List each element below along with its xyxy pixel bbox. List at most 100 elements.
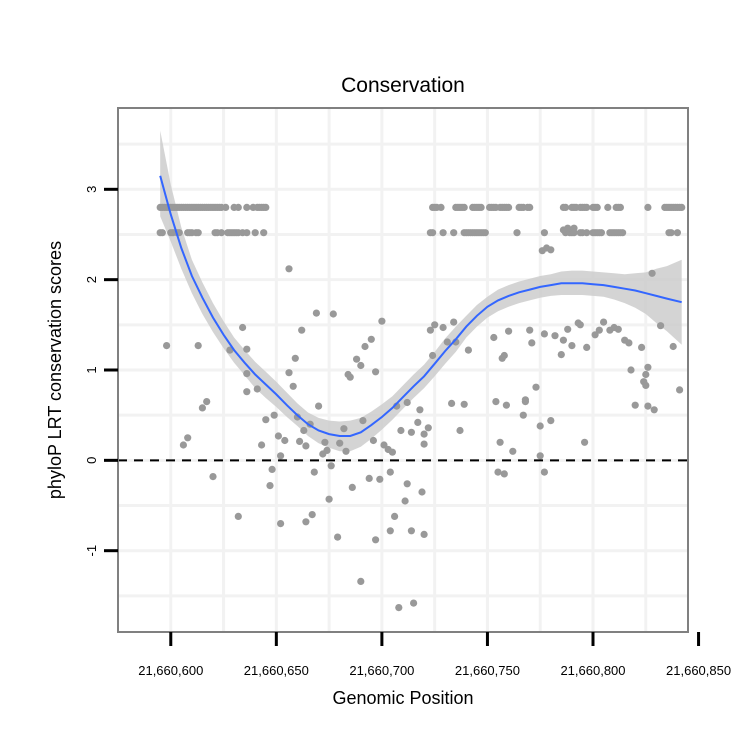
data-point xyxy=(334,533,342,541)
data-point xyxy=(460,400,468,408)
data-point xyxy=(644,402,652,410)
data-point xyxy=(367,335,375,343)
data-point xyxy=(315,402,323,410)
data-point xyxy=(591,331,599,339)
y-axis-title: phyloP LRT conservation scores xyxy=(45,241,65,499)
data-point xyxy=(158,229,166,237)
data-point xyxy=(293,413,301,421)
data-point xyxy=(429,351,437,360)
data-point xyxy=(443,338,451,346)
data-point xyxy=(528,339,536,347)
data-point xyxy=(401,497,409,505)
data-point xyxy=(296,437,304,445)
data-point xyxy=(576,321,584,329)
data-point xyxy=(179,441,187,449)
data-point xyxy=(323,446,331,454)
x-tick-label: 21,660,600 xyxy=(138,663,203,678)
data-point xyxy=(397,426,405,435)
data-point xyxy=(312,309,320,317)
data-point xyxy=(638,343,646,351)
data-point xyxy=(642,381,650,389)
data-point xyxy=(403,398,411,407)
data-point xyxy=(285,265,293,273)
data-point xyxy=(270,411,278,419)
data-point xyxy=(302,442,310,450)
data-point xyxy=(243,388,251,396)
data-point xyxy=(500,351,508,360)
x-tick-label: 21,660,750 xyxy=(455,663,520,678)
x-tick-label: 21,660,650 xyxy=(244,663,309,678)
data-point xyxy=(581,438,589,446)
data-point xyxy=(667,229,675,237)
data-point xyxy=(644,363,652,371)
data-point xyxy=(163,342,171,350)
data-point xyxy=(464,346,472,354)
data-point xyxy=(234,512,242,521)
data-point xyxy=(380,441,388,449)
y-tick-label: 3 xyxy=(84,186,99,193)
data-point xyxy=(262,203,270,211)
data-point xyxy=(243,203,251,211)
data-point xyxy=(274,432,282,440)
data-point xyxy=(420,430,428,438)
data-point xyxy=(519,411,527,419)
x-tick-label: 21,660,800 xyxy=(560,663,625,678)
data-point xyxy=(673,229,682,237)
data-point xyxy=(564,325,572,333)
data-point xyxy=(583,203,591,211)
data-point xyxy=(597,229,606,237)
data-point xyxy=(329,310,337,318)
smooth-curve-layer xyxy=(159,175,682,437)
data-point xyxy=(239,323,247,332)
chart-title: Conservation xyxy=(341,74,465,97)
data-point xyxy=(198,404,206,412)
data-point xyxy=(403,480,411,488)
data-point xyxy=(277,520,285,528)
data-point xyxy=(559,226,568,234)
data-point xyxy=(644,203,652,211)
data-point xyxy=(424,424,432,432)
data-point xyxy=(285,369,293,377)
data-point xyxy=(604,203,612,211)
data-point xyxy=(378,317,386,325)
data-point xyxy=(583,343,591,351)
data-point xyxy=(426,326,434,334)
y-axis: -1 0 1 2 3 xyxy=(84,186,118,557)
x-axis-title: Genomic Position xyxy=(332,688,473,708)
data-point xyxy=(625,339,633,347)
data-point xyxy=(595,326,603,334)
data-point xyxy=(650,406,658,414)
data-point xyxy=(676,386,684,394)
data-point xyxy=(418,488,426,496)
data-points-layer xyxy=(156,203,686,612)
data-point xyxy=(448,399,456,407)
data-point xyxy=(260,229,268,237)
data-point xyxy=(502,401,510,409)
data-point xyxy=(209,473,217,481)
y-tick-label: -1 xyxy=(84,545,99,557)
data-point xyxy=(642,370,650,379)
data-point xyxy=(302,518,310,526)
data-point xyxy=(494,468,502,476)
data-point xyxy=(194,229,202,237)
data-point xyxy=(420,530,428,539)
data-point xyxy=(450,229,458,237)
data-point xyxy=(429,229,437,237)
data-point xyxy=(346,373,354,381)
data-point xyxy=(627,366,635,374)
data-point xyxy=(342,447,350,455)
data-point xyxy=(336,439,344,447)
data-point xyxy=(277,452,285,460)
data-point xyxy=(361,342,369,351)
data-point xyxy=(540,229,549,237)
data-point xyxy=(562,203,570,211)
data-point xyxy=(496,438,504,446)
data-point xyxy=(369,436,377,445)
data-point xyxy=(450,318,458,326)
data-point xyxy=(619,229,627,237)
data-point xyxy=(376,475,384,483)
data-point xyxy=(321,438,329,446)
data-point xyxy=(268,465,276,473)
data-point xyxy=(678,203,686,211)
